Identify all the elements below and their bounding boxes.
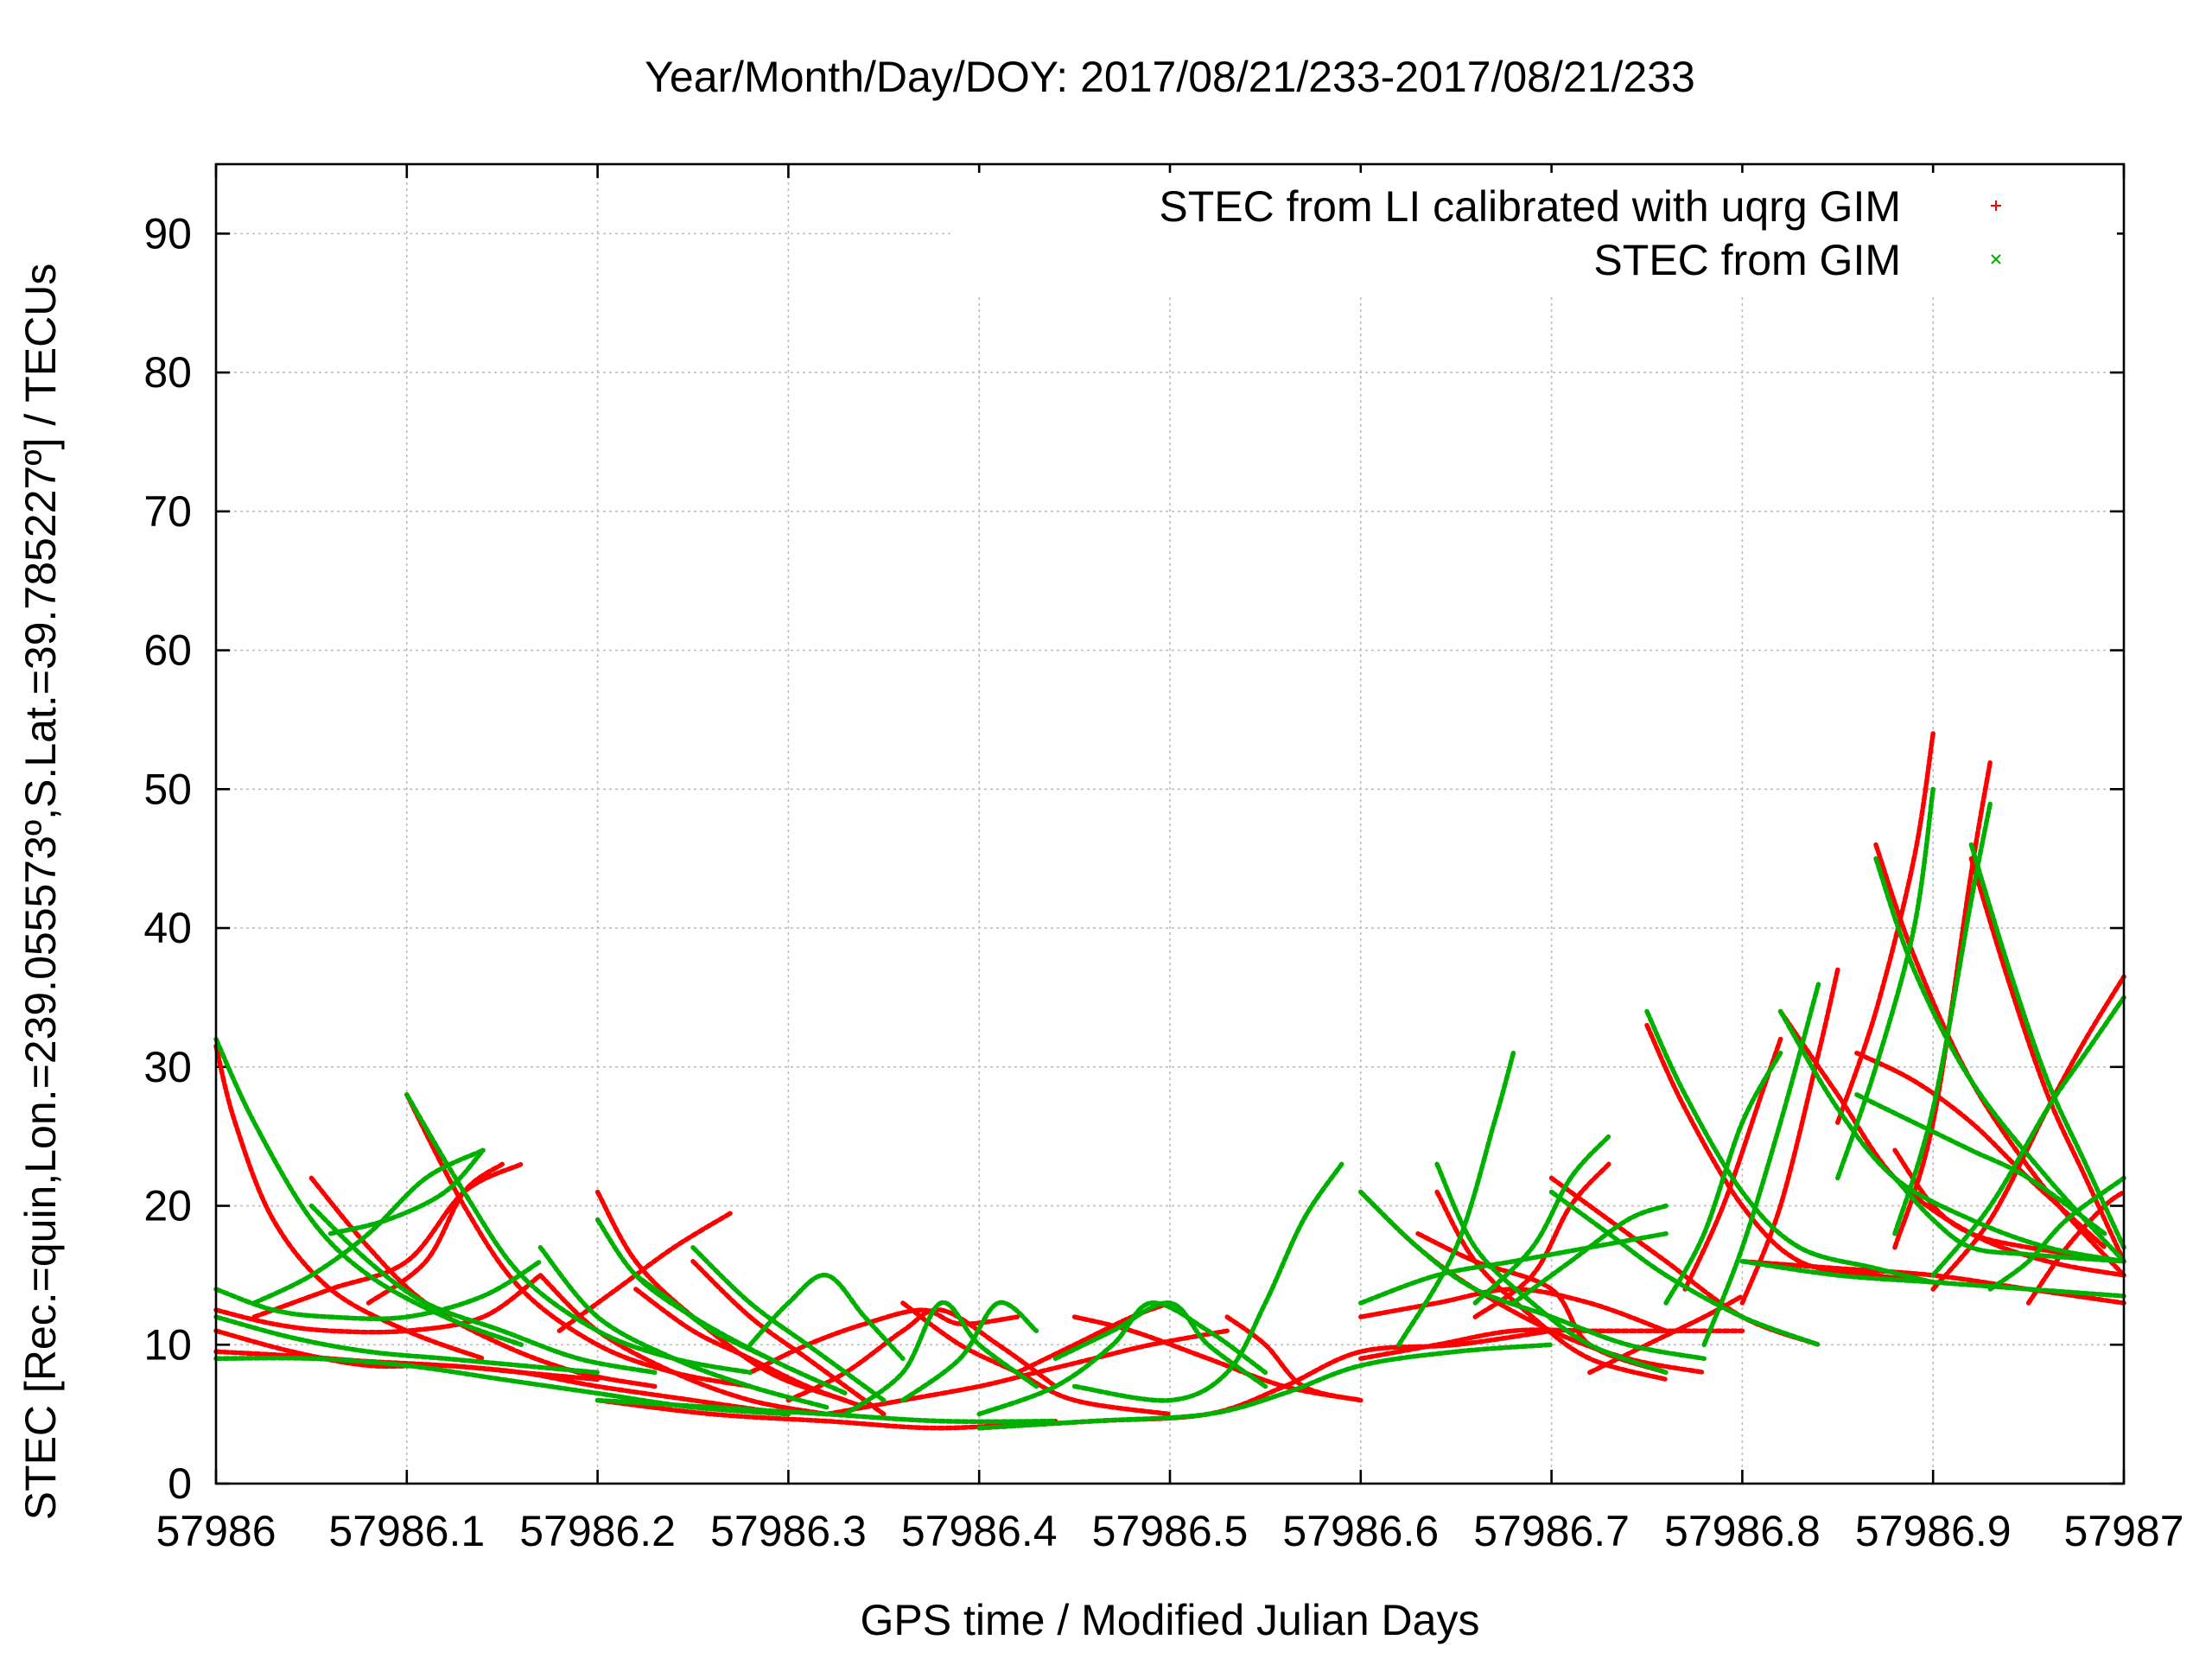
y-tick-label: 40: [143, 904, 192, 952]
satellite-arc: [537, 1244, 830, 1410]
x-tick-label: 57986.8: [1664, 1507, 1821, 1555]
y-tick-label: 90: [143, 209, 192, 257]
satellite-arc: [1930, 995, 2126, 1278]
legend: STEC from LI calibrated with uqrg GIM ST…: [950, 173, 2117, 294]
satellite-arc: [1739, 1259, 2126, 1299]
satellite-arc: [1987, 1175, 2126, 1292]
satellite-arc: [1968, 855, 2126, 1264]
satellite-arc: [365, 1161, 505, 1306]
y-tick-label: 50: [143, 765, 192, 813]
satellite-arc: [1854, 1050, 2107, 1250]
satellite-arc: [1892, 1175, 2126, 1264]
satellite-arc: [213, 1259, 543, 1321]
x-tick-label: 57986.3: [710, 1507, 867, 1555]
satellite-arc: [1968, 842, 2126, 1250]
y-tick-label: 10: [143, 1320, 192, 1369]
plot-frame: [214, 162, 2126, 1485]
satellite-arc: [1854, 1092, 2107, 1236]
satellite-arc: [404, 1092, 753, 1389]
satellite-arc: [747, 1273, 906, 1362]
satellite-arc: [1644, 1008, 1936, 1285]
satellite-arc: [1434, 1161, 1669, 1376]
x-tick-label: 57986.1: [328, 1507, 485, 1555]
satellite-arc: [327, 1147, 486, 1236]
x-tick-label: 57987: [2063, 1507, 2183, 1555]
satellite-arc: [1396, 1050, 1516, 1348]
y-axis-label: STEC [Rec.=quin,Lon.=239.055573º,S.Lat.=…: [16, 264, 65, 1521]
chart-title: Year/Month/Day/DOY: 2017/08/21/233-2017/…: [645, 53, 1695, 101]
satellite-arc: [1873, 842, 2126, 1278]
x-tick-label: 57986.2: [519, 1507, 676, 1555]
x-tick-label: 57986.6: [1282, 1507, 1439, 1555]
satellite-arc: [556, 1210, 734, 1333]
satellite-arc: [251, 1147, 486, 1306]
satellite-arc: [1644, 1022, 1936, 1285]
satellite-arc: [1663, 1050, 1783, 1306]
y-tick-label: 70: [143, 487, 192, 536]
satellite-arc: [251, 1161, 524, 1319]
satellite-arc: [1472, 1134, 1611, 1306]
satellite-arc: [1548, 1189, 1821, 1348]
legend-marker-calibrated: [1991, 200, 2001, 211]
axis-ticks: 57986 57986.1 57986.2 57986.3 57986.4 57986.5…: [143, 164, 2184, 1555]
satellite-arc: [976, 1342, 1554, 1431]
x-tick-label: 57986.9: [1855, 1507, 2012, 1555]
legend-label-gim: STEC from GIM: [1593, 236, 1901, 284]
legend-marker-gim: [1991, 254, 2001, 264]
satellite-arc: [1777, 1008, 2126, 1278]
x-tick-label: 57986: [156, 1507, 276, 1555]
satellite-arc: [842, 1300, 1039, 1417]
satellite-arc: [690, 1244, 887, 1403]
y-tick-label: 60: [143, 626, 192, 675]
legend-background: [950, 173, 2117, 294]
y-tick-label: 30: [143, 1043, 192, 1091]
satellite-arc: [1510, 1203, 1669, 1306]
grid-lines: [216, 164, 2124, 1484]
series-gim-stec: [213, 786, 2126, 1431]
y-tick-label: 20: [143, 1182, 192, 1230]
satellite-arc: [633, 1287, 868, 1410]
satellite-arc: [213, 1273, 543, 1335]
x-tick-label: 57986.5: [1092, 1507, 1249, 1555]
legend-label-calibrated: STEC from LI calibrated with uqrg GIM: [1159, 182, 1901, 231]
satellite-arc: [1548, 1175, 1821, 1348]
satellite-arc: [594, 1397, 1058, 1425]
satellite-arc: [1701, 981, 1821, 1348]
satellite-arc: [690, 1259, 887, 1417]
satellite-arc: [1052, 1300, 1268, 1389]
satellite-arc: [2025, 1189, 2126, 1306]
satellite-arc: [633, 1273, 772, 1362]
satellite-arc: [1358, 1230, 1669, 1306]
data-series: [213, 731, 2126, 1431]
satellite-arc: [213, 1036, 524, 1348]
satellite-arc: [1892, 800, 1993, 1236]
x-axis-label: GPS time / Modified Julian Days: [861, 1596, 1480, 1644]
satellite-arc: [900, 1300, 1039, 1403]
x-tick-label: 57986.7: [1473, 1507, 1630, 1555]
satellite-arc: [308, 1203, 658, 1376]
satellite-arc: [1777, 1008, 2126, 1264]
y-tick-label: 80: [143, 348, 192, 397]
satellite-arc: [1224, 1314, 1363, 1403]
satellite-arc: [1873, 855, 2126, 1264]
satellite-arc: [213, 1314, 601, 1376]
satellite-arc: [1835, 786, 1936, 1181]
satellite-arc: [1071, 1161, 1344, 1403]
x-tick-label: 57986.4: [901, 1507, 1058, 1555]
y-tick-label: 0: [168, 1459, 192, 1508]
